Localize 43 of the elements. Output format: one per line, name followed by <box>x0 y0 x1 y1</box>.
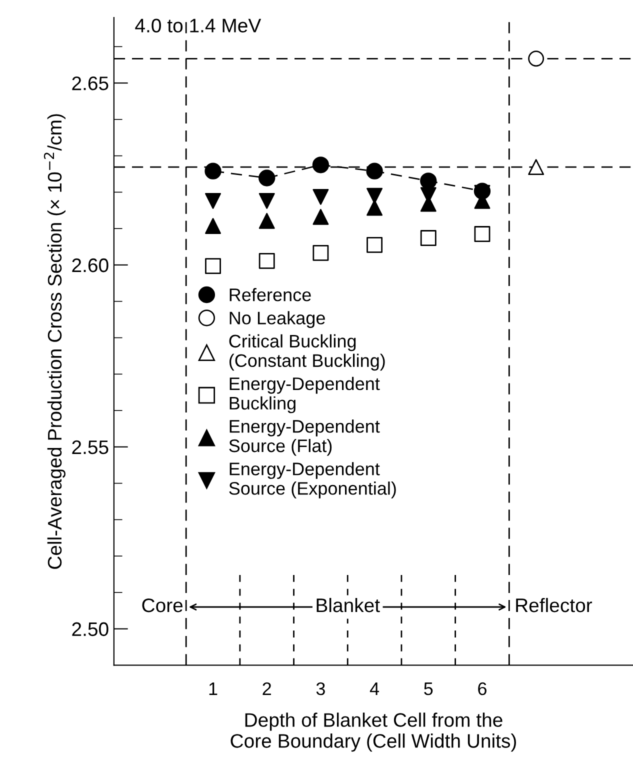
point <box>366 162 383 180</box>
point <box>366 236 383 253</box>
point <box>205 258 221 274</box>
point <box>528 50 544 67</box>
y-tick-label: 2.55 <box>72 440 108 454</box>
legend-label: Energy-Dependent Source (Flat) <box>229 420 380 456</box>
point <box>366 200 383 216</box>
point <box>312 244 329 261</box>
point <box>258 192 275 209</box>
x-tick-label: 5 <box>424 682 433 696</box>
x-tick-label: 3 <box>316 682 325 696</box>
y-tick-label: 2.50 <box>72 622 108 636</box>
x-tick-label: 2 <box>262 682 271 695</box>
annotation: Blanket <box>316 598 380 612</box>
legend-label: Energy-Dependent Source (Exponential) <box>229 462 396 498</box>
point <box>258 212 275 229</box>
y-tick-label: 2.60 <box>72 258 108 272</box>
point <box>312 188 329 205</box>
point <box>474 226 490 242</box>
point <box>258 170 276 186</box>
y-tick-label: 2.65 <box>72 76 108 90</box>
point <box>204 162 222 180</box>
point <box>420 230 436 246</box>
annotation: 4.0 to 1.4 MeV <box>135 18 262 32</box>
legend-label: Critical Buckling (Constant Buckling) <box>229 334 385 371</box>
x-tick-label: 6 <box>478 682 486 696</box>
x-tick-label: 4 <box>370 682 380 695</box>
x-axis-title: Depth of Blanket Cell from the Core Boundary (Cell Width Units) <box>230 712 516 752</box>
point <box>205 192 221 209</box>
legend-label: Reference <box>230 288 311 302</box>
legend-label: Energy-Dependent Buckling <box>230 376 380 414</box>
point <box>528 159 544 176</box>
point <box>205 218 221 234</box>
point <box>312 156 330 174</box>
y-axis-title: Cell-Averaged Production Cross Section (× 10$^{−2}$/cm) <box>44 114 66 569</box>
x-tick-label: 1 <box>209 682 218 695</box>
annotation: Core <box>142 598 183 612</box>
point <box>258 252 275 269</box>
legend-label: No Leakage <box>230 311 325 328</box>
point <box>366 188 383 204</box>
point <box>312 208 329 225</box>
point <box>420 172 437 190</box>
annotation: Reflector <box>516 598 592 612</box>
